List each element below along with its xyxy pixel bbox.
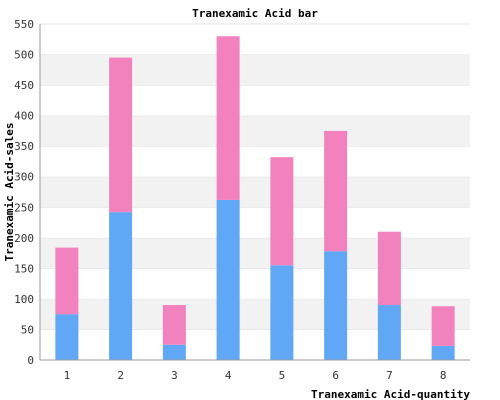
- y-tick-label: 100: [14, 293, 34, 306]
- grid-band: [40, 237, 470, 269]
- x-tick-label: 6: [332, 369, 339, 382]
- y-tick-labels: 0 50 100 150 200 250 300 350 400 450 500 550: [14, 18, 34, 367]
- grid-band: [40, 85, 470, 116]
- y-tick-label: 250: [14, 201, 34, 214]
- bar-series-1-cat-5: [270, 265, 294, 360]
- bar-series-2-cat-4: [216, 36, 240, 200]
- chart-title: Tranexamic Acid bar: [192, 7, 318, 20]
- x-tick-label: 2: [117, 369, 124, 382]
- x-tick-label: 1: [64, 369, 71, 382]
- grid-band: [40, 176, 470, 208]
- bar-series-2-cat-2: [109, 57, 133, 213]
- y-axis-label: Tranexamic Acid-sales: [3, 122, 16, 261]
- x-axis-label: Tranexamic Acid-quantity: [311, 388, 470, 400]
- bar-series-2-cat-6: [324, 130, 348, 252]
- grid-bands: [40, 23, 470, 360]
- grid-band: [40, 329, 470, 360]
- bar-series-2-cat-3: [162, 305, 186, 345]
- bar-series-1-cat-3: [162, 344, 186, 360]
- y-tick-label: 500: [14, 49, 34, 62]
- y-tick-label: 300: [14, 171, 34, 184]
- bar-series-2-cat-8: [431, 306, 455, 346]
- grid-band: [40, 298, 470, 330]
- bar-series-1-cat-6: [324, 251, 348, 360]
- bar-series-1-cat-7: [377, 305, 401, 360]
- x-tick-label: 7: [386, 369, 393, 382]
- y-tick-label: 200: [14, 232, 34, 245]
- bars: [55, 36, 455, 360]
- bar-series-2-cat-7: [377, 231, 401, 306]
- bar-series-1-cat-1: [55, 314, 79, 360]
- bar-series-1-cat-2: [109, 212, 133, 360]
- x-tick-label: 4: [225, 369, 232, 382]
- grid-band: [40, 115, 470, 147]
- y-tick-label: 0: [27, 354, 34, 367]
- x-tick-label: 8: [440, 369, 447, 382]
- grid-band: [40, 24, 470, 55]
- x-tick-labels: 1 2 3 4 5 6 7 8: [64, 369, 447, 382]
- y-tick-label: 400: [14, 110, 34, 123]
- y-tick-label: 450: [14, 79, 34, 92]
- grid-band: [40, 207, 470, 238]
- grid-band: [40, 54, 470, 86]
- grid-band: [40, 268, 470, 299]
- y-tick-label: 350: [14, 140, 34, 153]
- bar-series-1-cat-8: [431, 345, 455, 360]
- bar-series-2-cat-5: [270, 157, 294, 266]
- x-tick-label: 5: [279, 369, 286, 382]
- y-tick-label: 150: [14, 262, 34, 275]
- grid-band: [40, 146, 470, 177]
- y-tick-label: 550: [14, 18, 34, 31]
- y-tick-label: 50: [21, 323, 34, 336]
- x-tick-label: 3: [171, 369, 178, 382]
- bar-series-2-cat-1: [55, 247, 79, 315]
- bar-series-1-cat-4: [216, 199, 240, 360]
